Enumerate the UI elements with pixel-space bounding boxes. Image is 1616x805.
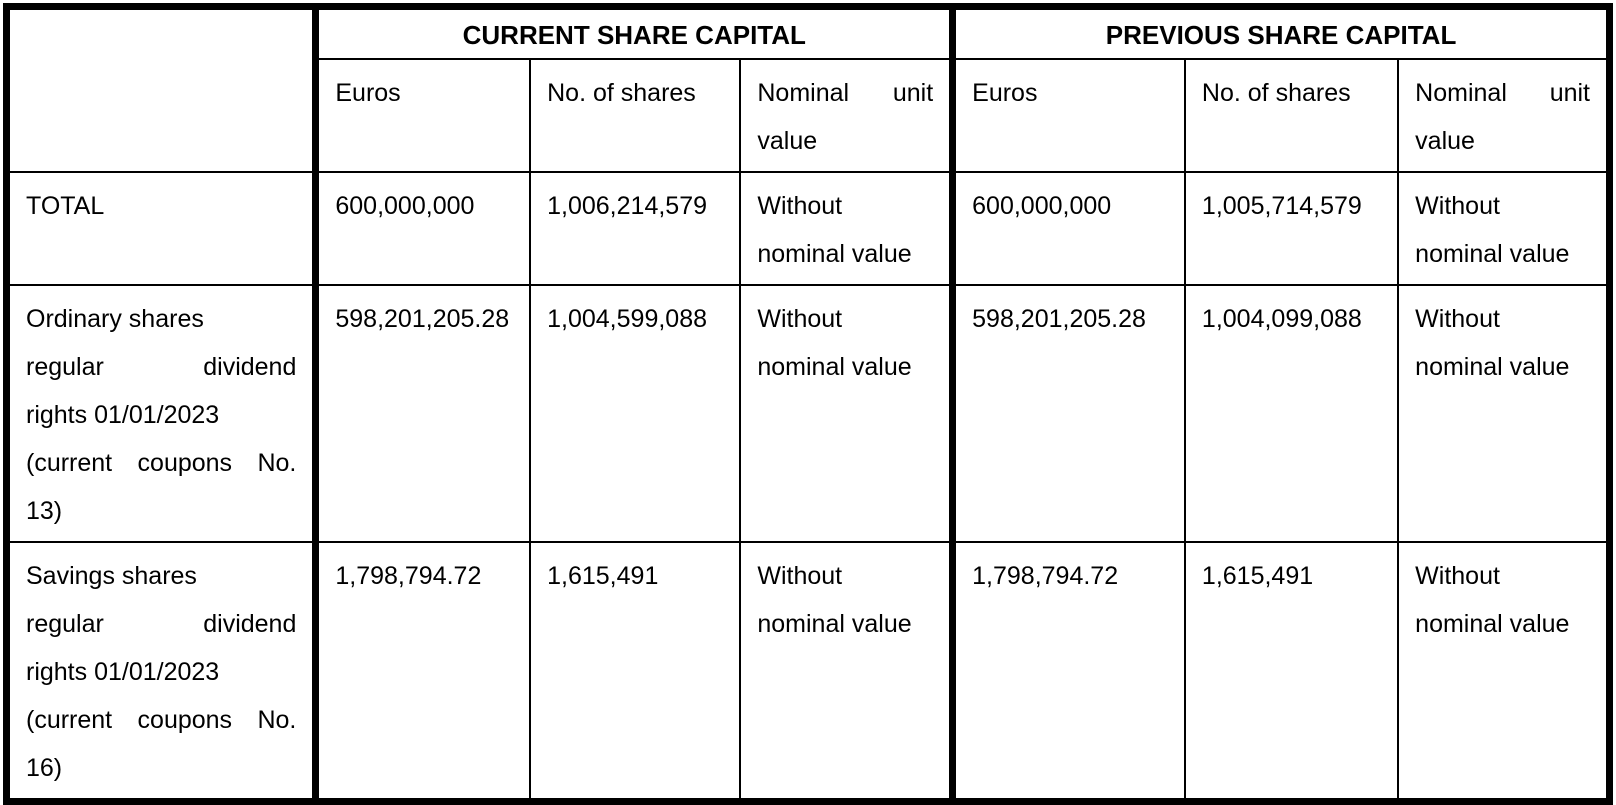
- col-header-label: No. of shares: [1201, 78, 1351, 107]
- total-current-euros-cell: 600,000,000: [312, 170, 532, 286]
- cell-value: 598,201,205.28: [335, 304, 510, 333]
- row-label-line: (current coupons No.: [26, 705, 297, 734]
- savings-current-euros-cell: 1,798,794.72: [312, 540, 532, 802]
- row-label-savings-shares: Savings shares regular dividend rights 0…: [5, 540, 317, 802]
- savings-current-nominal-cell: Without nominal value: [739, 540, 954, 802]
- row-label-total: TOTAL: [5, 170, 317, 286]
- row-label-line: regular dividend: [26, 609, 297, 638]
- row-label-line: 13): [26, 496, 63, 525]
- row-label-line: Savings shares: [26, 561, 197, 590]
- ordinary-previous-euros-cell: 598,201,205.28: [949, 283, 1186, 543]
- col-header-current-euros: Euros: [312, 57, 532, 173]
- cell-value: 1,615,491: [547, 561, 659, 590]
- col-header-current-shares: No. of shares: [529, 57, 742, 173]
- cell-value-line: Without: [1415, 304, 1500, 333]
- col-header-previous-shares: No. of shares: [1183, 57, 1400, 173]
- cell-value-line: Without: [1415, 191, 1500, 220]
- row-label-line: 16): [26, 753, 63, 782]
- cell-value-line: nominal value: [1415, 352, 1570, 381]
- cell-value: 600,000,000: [335, 191, 475, 220]
- share-capital-table: CURRENT SHARE CAPITAL PREVIOUS SHARE CAP…: [3, 3, 1613, 805]
- corner-empty-cell: [5, 5, 317, 173]
- col-header-previous-nominal: Nominal unit value: [1397, 57, 1611, 173]
- row-label-line: TOTAL: [26, 191, 105, 220]
- row-label-line: rights 01/01/2023: [26, 400, 220, 429]
- cell-value: 600,000,000: [972, 191, 1112, 220]
- col-header-current-nominal: Nominal unit value: [739, 57, 954, 173]
- group-header-row: CURRENT SHARE CAPITAL PREVIOUS SHARE CAP…: [5, 5, 1611, 173]
- cell-value: 1,798,794.72: [972, 561, 1119, 590]
- row-label-line: Ordinary shares: [26, 304, 204, 333]
- cell-value-line: Without: [757, 561, 843, 590]
- cell-value-line: nominal value: [757, 352, 912, 381]
- cell-value-line: nominal value: [1415, 609, 1570, 638]
- col-header-previous-euros: Euros: [949, 57, 1186, 173]
- table-row-ordinary-shares: Ordinary shares regular dividend rights …: [5, 283, 1611, 543]
- savings-previous-nominal-cell: Without nominal value: [1397, 540, 1611, 802]
- cell-value: 1,004,099,088: [1201, 304, 1362, 333]
- col-header-label-line: Nominal unit: [757, 78, 934, 107]
- row-label-line: regular dividend: [26, 352, 297, 381]
- total-previous-shares-cell: 1,005,714,579: [1183, 170, 1400, 286]
- cell-value-line: nominal value: [1415, 239, 1570, 268]
- cell-value-line: nominal value: [757, 609, 912, 638]
- cell-value-line: Without: [757, 304, 843, 333]
- cell-value-line: nominal value: [757, 239, 912, 268]
- document-page: CURRENT SHARE CAPITAL PREVIOUS SHARE CAP…: [3, 3, 1613, 805]
- cell-value-line: Without: [1415, 561, 1500, 590]
- cell-value-line: Without: [757, 191, 843, 220]
- cell-value: 1,004,599,088: [547, 304, 708, 333]
- col-header-label-line: Nominal unit: [1415, 78, 1590, 107]
- table-row-total: TOTAL 600,000,000 1,006,214,579 Without …: [5, 170, 1611, 286]
- group-header-current: CURRENT SHARE CAPITAL: [312, 5, 954, 60]
- cell-value: 1,005,714,579: [1201, 191, 1362, 220]
- savings-current-shares-cell: 1,615,491: [529, 540, 742, 802]
- ordinary-current-euros-cell: 598,201,205.28: [312, 283, 532, 543]
- cell-value: 1,615,491: [1201, 561, 1314, 590]
- ordinary-current-shares-cell: 1,004,599,088: [529, 283, 742, 543]
- row-label-ordinary-shares: Ordinary shares regular dividend rights …: [5, 283, 317, 543]
- col-header-label-line: value: [1415, 126, 1475, 155]
- ordinary-previous-nominal-cell: Without nominal value: [1397, 283, 1611, 543]
- col-header-label-line: value: [757, 126, 818, 155]
- total-current-nominal-cell: Without nominal value: [739, 170, 954, 286]
- savings-previous-euros-cell: 1,798,794.72: [949, 540, 1186, 802]
- col-header-label: Euros: [972, 78, 1038, 107]
- savings-previous-shares-cell: 1,615,491: [1183, 540, 1400, 802]
- cell-value: 1,798,794.72: [335, 561, 482, 590]
- row-label-line: rights 01/01/2023: [26, 657, 220, 686]
- cell-value: 598,201,205.28: [972, 304, 1146, 333]
- col-header-label: No. of shares: [547, 78, 696, 107]
- group-header-previous: PREVIOUS SHARE CAPITAL: [949, 5, 1611, 60]
- total-current-shares-cell: 1,006,214,579: [529, 170, 742, 286]
- table-row-savings-shares: Savings shares regular dividend rights 0…: [5, 540, 1611, 802]
- row-label-line: (current coupons No.: [26, 448, 297, 477]
- col-header-label: Euros: [335, 78, 401, 107]
- column-header-row: Euros No. of shares Nominal unit value E…: [7, 57, 1611, 173]
- ordinary-current-nominal-cell: Without nominal value: [739, 283, 954, 543]
- cell-value: 1,006,214,579: [547, 191, 708, 220]
- ordinary-previous-shares-cell: 1,004,099,088: [1183, 283, 1400, 543]
- total-previous-euros-cell: 600,000,000: [949, 170, 1186, 286]
- total-previous-nominal-cell: Without nominal value: [1397, 170, 1611, 286]
